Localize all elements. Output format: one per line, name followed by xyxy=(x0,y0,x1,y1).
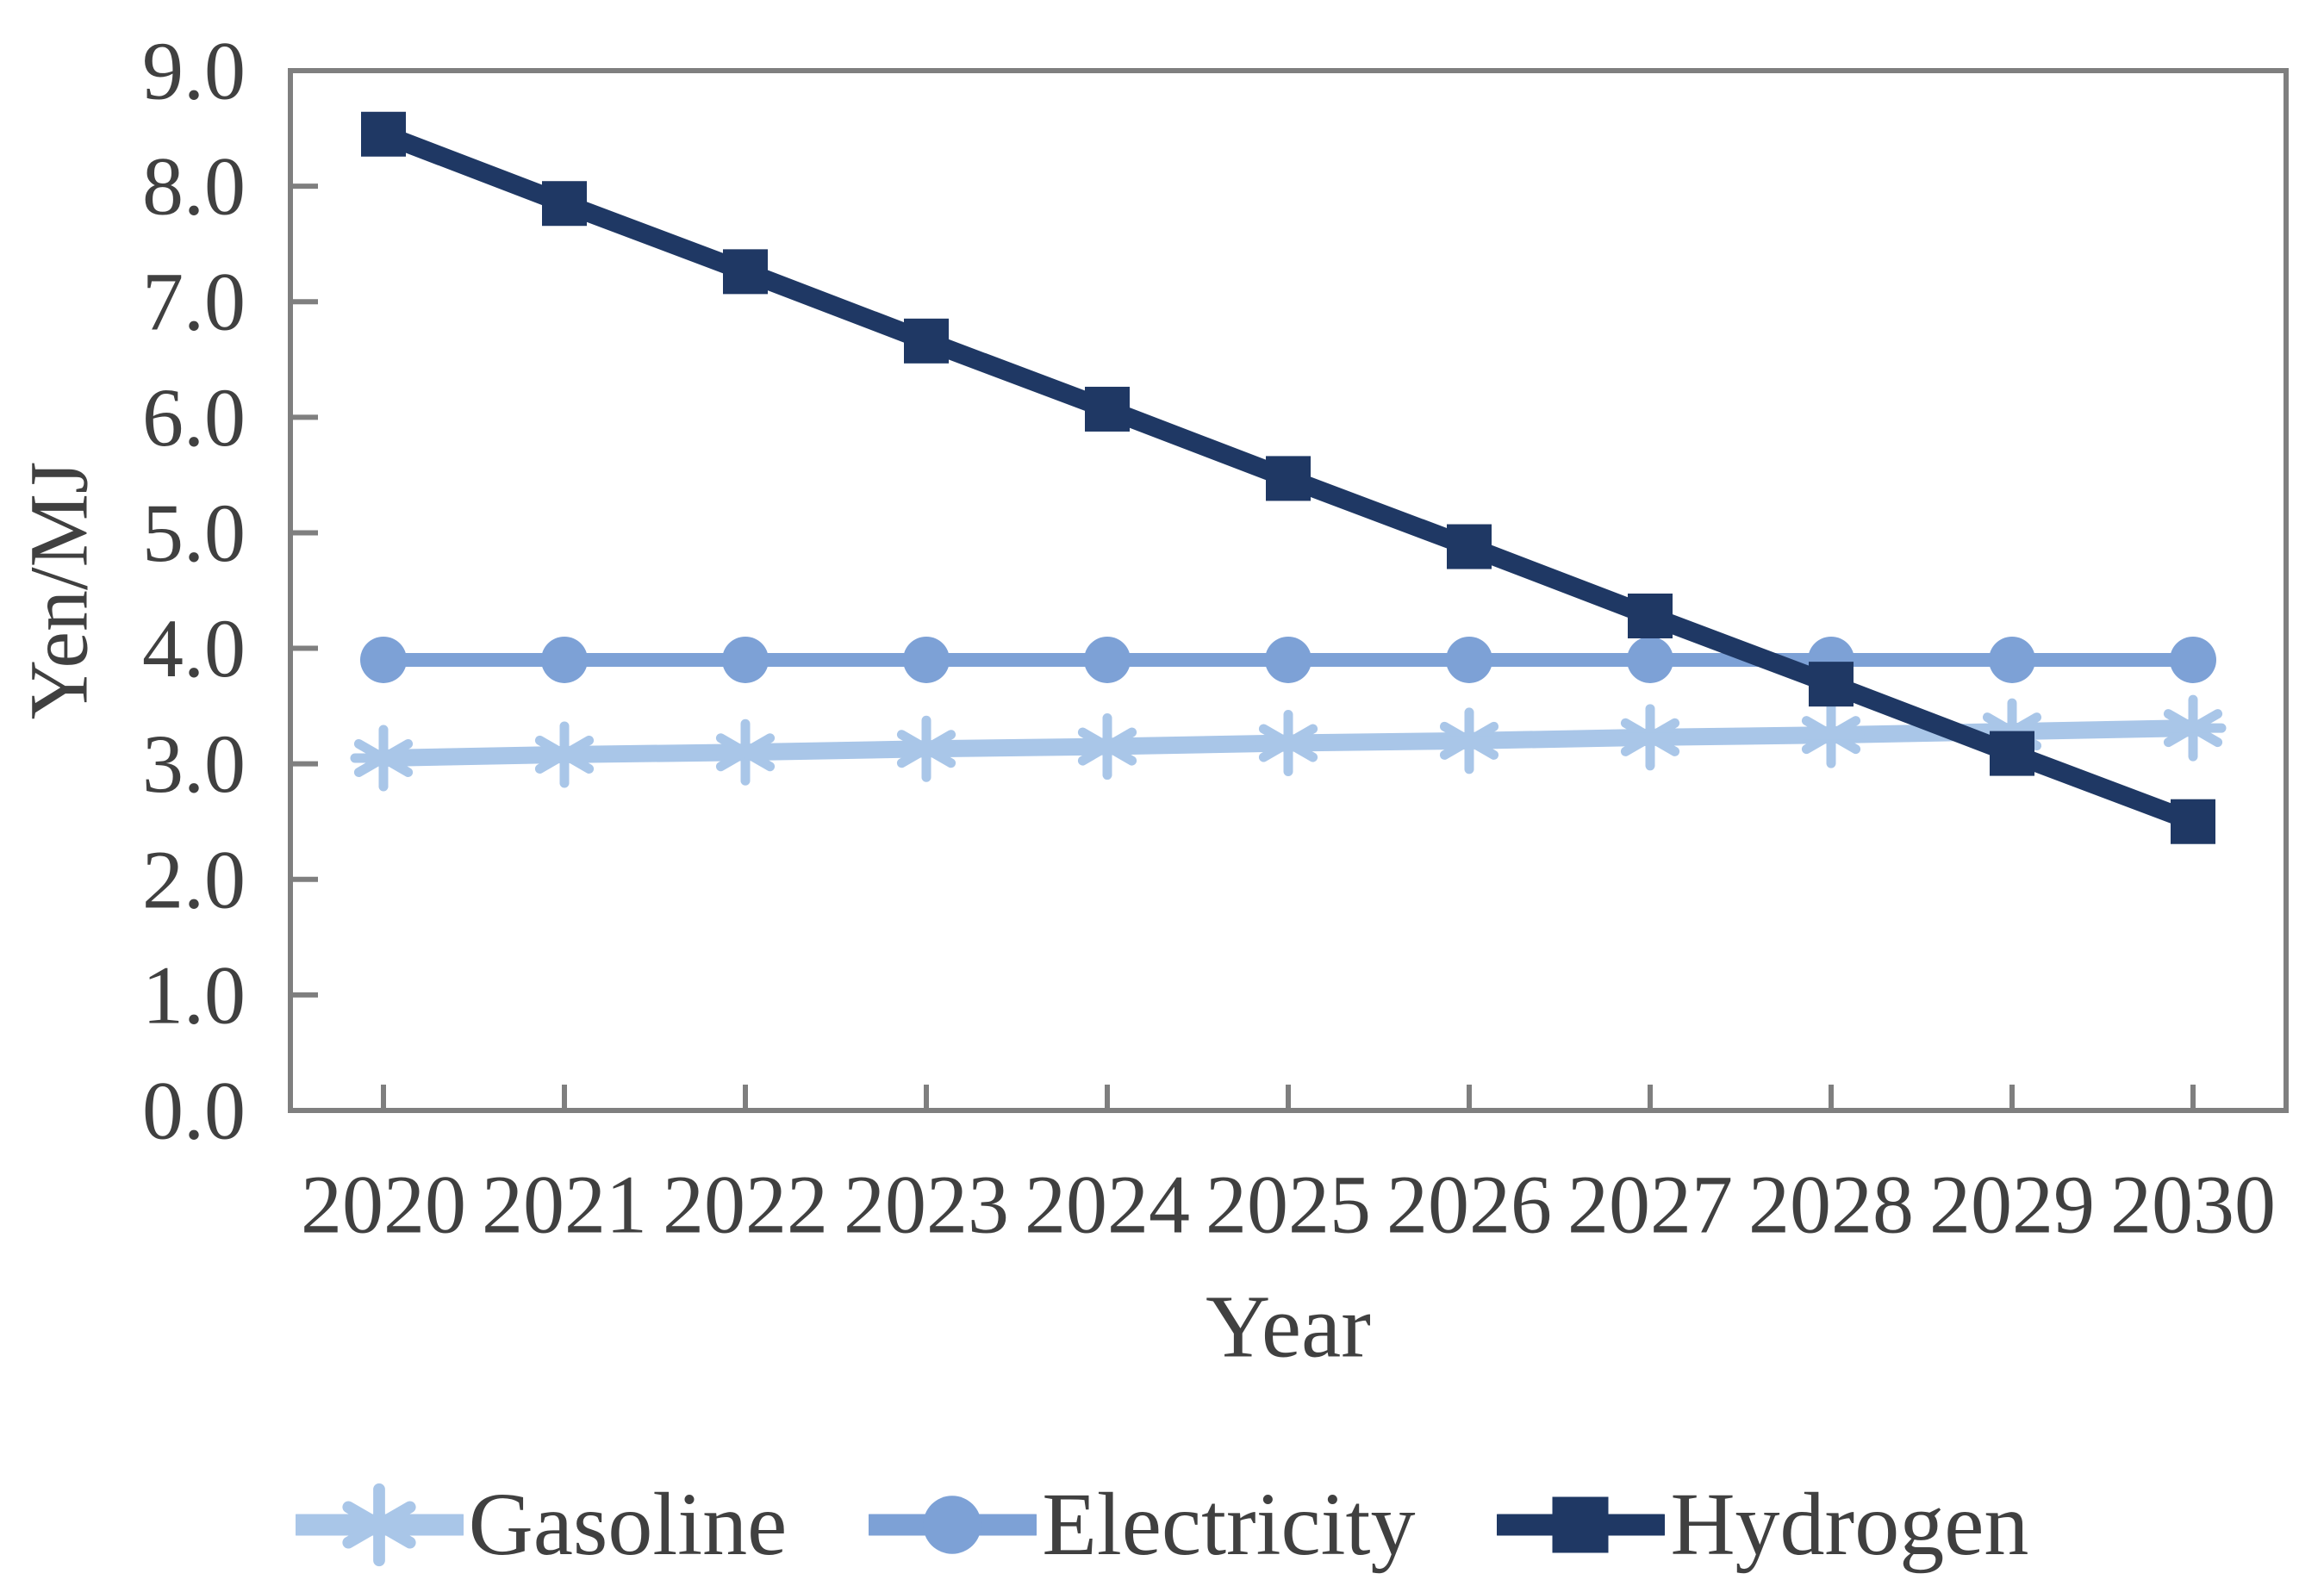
gasoline-marker xyxy=(893,715,960,782)
electricity-marker xyxy=(541,636,588,683)
electricity-marker xyxy=(903,636,950,683)
y-tick-label: 1.0 xyxy=(142,948,246,1041)
x-tick-label: 2020 xyxy=(301,1159,466,1251)
gasoline-asterisk-swatch-icon xyxy=(295,1483,464,1567)
gasoline-marker xyxy=(1436,707,1503,774)
y-tick-label: 4.0 xyxy=(142,602,246,694)
y-tick-label: 0.0 xyxy=(142,1065,246,1157)
x-tick-label: 2028 xyxy=(1748,1159,1914,1251)
gasoline-marker xyxy=(712,718,779,786)
electricity-marker xyxy=(1989,636,2035,683)
gasoline-swatch-graphic xyxy=(295,1483,464,1567)
legend-item-electricity: Electricity xyxy=(869,1469,1415,1581)
electricity-circle-swatch-icon xyxy=(869,1496,1037,1554)
electricity-marker xyxy=(2170,636,2216,683)
y-tick-label: 2.0 xyxy=(142,833,246,925)
legend-item-hydrogen: Hydrogen xyxy=(1497,1469,2028,1581)
x-tick-label: 2030 xyxy=(2110,1159,2276,1251)
y-axis-title: Yen/MJ xyxy=(13,462,105,720)
legend-label-hydrogen: Hydrogen xyxy=(1670,1475,2029,1574)
hydrogen-marker xyxy=(904,318,949,364)
hydrogen-marker xyxy=(542,181,587,227)
electricity-marker xyxy=(1627,636,1673,683)
x-tick-label: 2022 xyxy=(663,1159,828,1251)
y-tick-label: 9.0 xyxy=(142,25,246,117)
x-tick-label: 2021 xyxy=(482,1159,647,1251)
electricity-marker xyxy=(1265,636,1312,683)
electricity-marker xyxy=(722,636,769,683)
x-tick-label: 2029 xyxy=(1929,1159,2095,1251)
electricity-swatch-graphic xyxy=(869,1496,1037,1554)
electricity-marker xyxy=(1446,636,1492,683)
gasoline-marker xyxy=(2159,694,2227,762)
hydrogen-marker xyxy=(1809,662,1854,707)
x-axis-title: Year xyxy=(1206,1278,1371,1377)
plot-border xyxy=(288,68,2289,1113)
x-tick-label: 2026 xyxy=(1386,1159,1552,1251)
x-tick-label: 2023 xyxy=(844,1159,1009,1251)
legend-label-electricity: Electricity xyxy=(1042,1475,1416,1574)
hydrogen-marker xyxy=(361,111,406,157)
electricity-marker xyxy=(360,636,407,683)
hydrogen-marker xyxy=(1628,594,1673,639)
gasoline-marker xyxy=(1617,704,1684,771)
y-tick-label: 8.0 xyxy=(142,140,246,233)
y-tick-label: 7.0 xyxy=(142,256,246,348)
electricity-series xyxy=(360,636,2216,683)
y-tick-label: 6.0 xyxy=(142,371,246,463)
hydrogen-marker xyxy=(2171,799,2215,844)
x-tick-label: 2024 xyxy=(1025,1159,1190,1251)
hydrogen-marker xyxy=(1085,386,1130,432)
hydrogen-swatch-graphic xyxy=(1497,1496,1666,1553)
hydrogen-marker xyxy=(1447,524,1492,569)
x-tick-label: 2027 xyxy=(1567,1159,1733,1251)
x-tick-label: 2025 xyxy=(1206,1159,1371,1251)
gasoline-marker xyxy=(1255,710,1322,777)
y-tick-label: 3.0 xyxy=(142,718,246,810)
gasoline-marker xyxy=(350,725,417,792)
hydrogen-series xyxy=(361,111,2215,844)
electricity-marker xyxy=(1084,636,1131,683)
gasoline-marker xyxy=(1798,701,1865,768)
hydrogen-marker xyxy=(1266,456,1311,501)
gasoline-series xyxy=(350,694,2227,792)
gasoline-marker xyxy=(531,721,598,788)
y-tick-label: 5.0 xyxy=(142,487,246,579)
hydrogen-square-swatch-icon xyxy=(1497,1496,1666,1553)
chart-legend: Gasoline Electricity Hydrogen xyxy=(0,1469,2324,1581)
hydrogen-marker xyxy=(723,249,768,295)
legend-label-gasoline: Gasoline xyxy=(468,1475,788,1574)
legend-item-gasoline: Gasoline xyxy=(295,1469,788,1581)
gasoline-marker xyxy=(1074,713,1141,781)
hydrogen-marker xyxy=(1990,731,2034,776)
